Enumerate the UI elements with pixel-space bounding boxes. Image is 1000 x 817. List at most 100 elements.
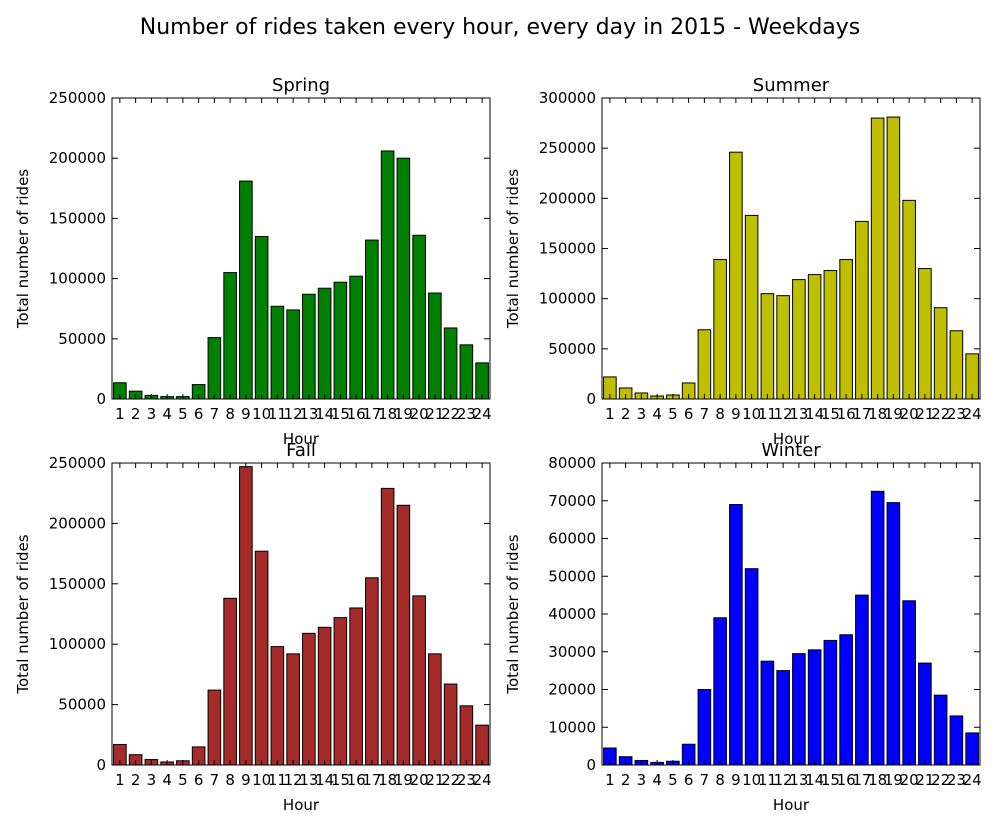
- bar-hour-15: [333, 617, 348, 766]
- y-tick-label: 50000: [58, 330, 106, 348]
- x-tick-label: 1: [115, 771, 125, 789]
- x-tick-label: 15: [331, 405, 350, 423]
- x-tick-label: 14: [315, 771, 334, 789]
- bar-hour-19: [886, 116, 901, 400]
- bar-hour-19: [396, 157, 411, 400]
- x-tick-label: 10: [252, 771, 271, 789]
- y-tick-label: 200000: [49, 149, 106, 167]
- x-tick-label: 12: [284, 405, 303, 423]
- bar-hour-18: [870, 490, 885, 766]
- y-tick-label: 100000: [539, 290, 596, 308]
- bar-hour-14: [317, 287, 332, 400]
- bar-hour-15: [333, 281, 348, 400]
- x-tick-label: 17: [362, 405, 381, 423]
- x-tick-label: 18: [378, 771, 397, 789]
- bar-hour-23: [949, 715, 964, 766]
- y-axis-label: Total number of rides: [504, 534, 522, 694]
- x-tick-label: 3: [147, 771, 157, 789]
- x-tick-label: 13: [299, 771, 318, 789]
- x-tick-label: 9: [731, 771, 741, 789]
- x-axis-label: Hour: [773, 430, 810, 448]
- bar-hour-23: [459, 344, 474, 400]
- y-axis-label: Total number of rides: [504, 169, 522, 329]
- x-tick-label: 24: [473, 405, 492, 423]
- x-tick-label: 11: [758, 771, 777, 789]
- bar-hour-7: [207, 337, 222, 400]
- x-tick-label: 3: [637, 771, 647, 789]
- bar-hour-14: [807, 274, 822, 400]
- bar-hour-7: [207, 689, 222, 766]
- bar-hour-8: [713, 259, 727, 400]
- y-tick-label: 250000: [539, 139, 596, 157]
- y-tick-label: 200000: [539, 189, 596, 207]
- x-tick-label: 20: [410, 771, 429, 789]
- y-axis-label: Total number of rides: [14, 169, 32, 329]
- x-tick-label: 13: [789, 771, 808, 789]
- bar-hour-22: [443, 683, 458, 766]
- bar-hour-13: [302, 632, 316, 766]
- bar-hour-15: [823, 270, 838, 400]
- x-tick-label: 11: [268, 771, 287, 789]
- x-tick-label: 18: [868, 405, 887, 423]
- bar-hour-11: [270, 646, 285, 766]
- bar-hour-13: [792, 279, 806, 400]
- x-tick-label: 6: [684, 771, 694, 789]
- bar-hour-9: [239, 180, 253, 400]
- x-tick-label: 4: [652, 405, 662, 423]
- bar-hour-13: [792, 653, 806, 766]
- y-tick-label: 50000: [548, 340, 596, 358]
- y-tick-label: 300000: [539, 89, 596, 107]
- bar-hour-22: [933, 307, 948, 400]
- x-tick-label: 12: [774, 771, 793, 789]
- bar-hour-12: [286, 653, 300, 766]
- y-tick-label: 150000: [49, 575, 106, 593]
- x-tick-label: 9: [731, 405, 741, 423]
- bar-hour-22: [443, 327, 458, 400]
- y-tick-label: 100000: [49, 270, 106, 288]
- bar-hour-23: [459, 705, 474, 766]
- x-tick-label: 21: [915, 771, 934, 789]
- bar-hour-10: [254, 235, 269, 400]
- bar-hour-11: [270, 305, 285, 400]
- bar-hour-10: [254, 550, 269, 766]
- x-tick-label: 23: [947, 405, 966, 423]
- bar-hour-8: [713, 617, 727, 766]
- x-tick-label: 10: [252, 405, 271, 423]
- bar-hour-8: [223, 272, 237, 400]
- y-tick-label: 0: [586, 390, 596, 408]
- x-tick-label: 14: [805, 771, 824, 789]
- bar-hour-24: [965, 353, 979, 400]
- x-tick-label: 3: [637, 405, 647, 423]
- bar-hour-17: [855, 220, 869, 400]
- x-axis-label: Hour: [773, 796, 810, 814]
- bar-hour-9: [729, 504, 743, 766]
- x-tick-label: 5: [178, 771, 188, 789]
- bar-hour-20: [902, 600, 916, 766]
- y-tick-label: 0: [96, 756, 106, 774]
- x-tick-label: 17: [362, 771, 381, 789]
- bar-hour-16: [839, 634, 853, 766]
- x-tick-label: 2: [131, 771, 141, 789]
- x-tick-label: 16: [837, 771, 856, 789]
- bar-hour-17: [365, 577, 379, 766]
- x-tick-label: 20: [900, 405, 919, 423]
- bar-hour-11: [760, 660, 775, 766]
- bar-hour-20: [412, 595, 426, 766]
- x-tick-label: 24: [963, 771, 982, 789]
- x-tick-label: 8: [225, 771, 235, 789]
- y-tick-label: 80000: [548, 454, 596, 472]
- x-tick-label: 4: [162, 405, 172, 423]
- subplot-title: Fall: [286, 440, 316, 461]
- bar-hour-10: [744, 214, 759, 400]
- x-tick-label: 20: [900, 771, 919, 789]
- x-tick-label: 6: [194, 771, 204, 789]
- y-tick-label: 60000: [548, 530, 596, 548]
- x-tick-label: 7: [700, 405, 710, 423]
- bar-hour-7: [697, 689, 712, 766]
- x-tick-label: 5: [668, 405, 678, 423]
- y-tick-label: 200000: [49, 514, 106, 532]
- x-tick-label: 22: [931, 405, 950, 423]
- bar-hour-12: [286, 309, 300, 400]
